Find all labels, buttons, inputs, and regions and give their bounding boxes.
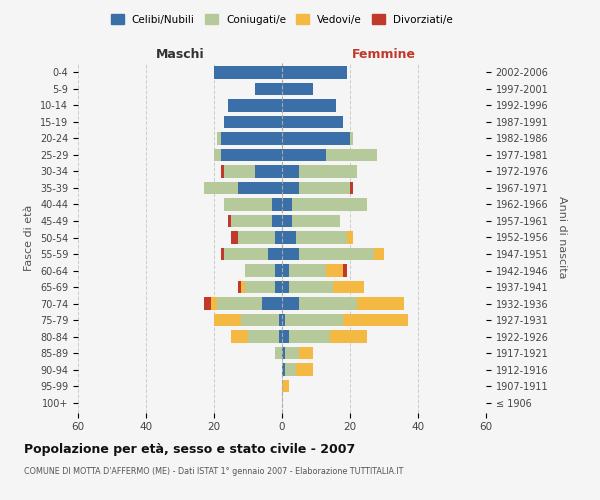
Bar [282,347,286,360]
Bar [241,314,278,326]
Bar [221,149,282,161]
Bar [282,248,299,260]
Bar [343,264,347,276]
Bar [299,182,350,194]
Bar [289,281,333,293]
Bar [326,149,377,161]
Bar [221,132,282,144]
Bar [221,248,224,260]
Bar [248,330,278,342]
Bar [299,166,357,177]
Bar [282,232,296,243]
Bar [214,66,282,78]
Bar [292,215,340,227]
Bar [296,364,313,376]
Bar [333,281,364,293]
Bar [278,330,282,342]
Bar [282,281,289,293]
Bar [272,198,282,210]
Bar [217,132,221,144]
Bar [255,166,282,177]
Bar [289,330,329,342]
Bar [282,166,299,177]
Bar [221,166,224,177]
Bar [282,132,350,144]
Bar [282,314,286,326]
Bar [275,232,282,243]
Bar [282,364,286,376]
Bar [299,248,374,260]
Bar [272,215,282,227]
Bar [238,281,241,293]
Text: Maschi: Maschi [155,48,205,61]
Bar [282,66,347,78]
Bar [231,232,238,243]
Bar [329,330,367,342]
Bar [268,248,282,260]
Bar [204,182,238,194]
Bar [245,281,275,293]
Bar [214,149,221,161]
Bar [282,380,289,392]
Bar [350,182,353,194]
Bar [204,298,211,310]
Bar [211,298,217,310]
Bar [286,347,299,360]
Bar [282,116,343,128]
Bar [350,132,353,144]
Bar [224,166,255,177]
Legend: Celibi/Nubili, Coniugati/e, Vedovi/e, Divorziati/e: Celibi/Nubili, Coniugati/e, Vedovi/e, Di… [107,10,457,29]
Bar [224,248,268,260]
Bar [347,232,353,243]
Bar [214,314,241,326]
Bar [238,232,275,243]
Bar [326,264,343,276]
Bar [282,99,337,112]
Bar [224,198,272,210]
Bar [292,198,367,210]
Bar [217,298,262,310]
Bar [374,248,384,260]
Bar [299,298,357,310]
Bar [275,347,282,360]
Bar [296,232,347,243]
Bar [275,264,282,276]
Y-axis label: Anni di nascita: Anni di nascita [557,196,567,278]
Bar [282,149,326,161]
Bar [343,314,408,326]
Bar [227,215,231,227]
Bar [231,215,272,227]
Bar [286,314,343,326]
Bar [282,215,292,227]
Bar [282,330,289,342]
Bar [224,116,282,128]
Bar [282,198,292,210]
Bar [275,281,282,293]
Bar [238,182,282,194]
Bar [241,281,245,293]
Bar [227,99,282,112]
Bar [245,264,275,276]
Bar [282,298,299,310]
Text: COMUNE DI MOTTA D'AFFERMO (ME) - Dati ISTAT 1° gennaio 2007 - Elaborazione TUTTI: COMUNE DI MOTTA D'AFFERMO (ME) - Dati IS… [24,468,403,476]
Bar [282,82,313,95]
Bar [262,298,282,310]
Y-axis label: Fasce di età: Fasce di età [25,204,34,270]
Bar [278,314,282,326]
Bar [357,298,404,310]
Bar [282,264,289,276]
Bar [289,264,326,276]
Bar [299,347,313,360]
Bar [286,364,296,376]
Text: Popolazione per età, sesso e stato civile - 2007: Popolazione per età, sesso e stato civil… [24,442,355,456]
Bar [255,82,282,95]
Bar [282,182,299,194]
Bar [231,330,248,342]
Text: Femmine: Femmine [352,48,416,61]
